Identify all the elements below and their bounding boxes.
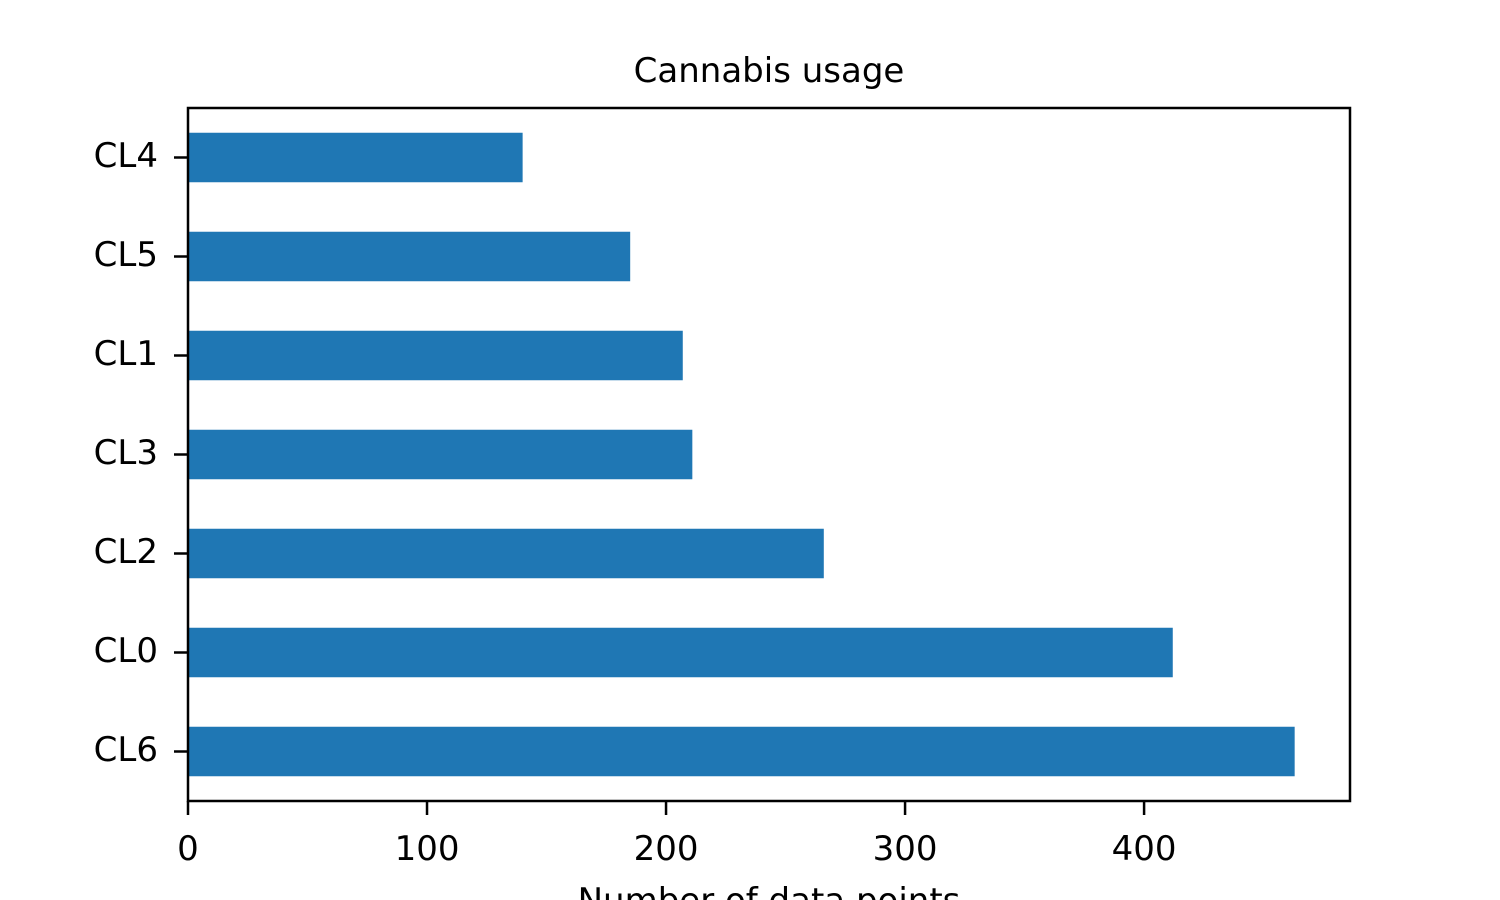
y-tick-label: CL5 [94,235,158,275]
bar-cl1 [188,330,683,381]
x-tick-label: 400 [1112,829,1177,869]
ticks-layer: CL6 CL0 CL2 CL3 CL1 CL5 CL4 0 100 200 300 400 [94,136,1177,869]
bar-cl6 [188,726,1295,777]
bar-cl0 [188,627,1173,678]
bar-cl2 [188,528,824,579]
y-tick-label: CL4 [94,136,158,176]
x-tick-label: 100 [395,829,460,869]
plot-frame [186,106,1352,803]
y-tick-label: CL6 [94,730,158,770]
x-axis-label: Number of data points [578,881,961,900]
chart-title: Cannabis usage [634,51,905,91]
y-tick-label: CL3 [94,433,158,473]
bar-cl3 [188,429,693,480]
bar-cl5 [188,231,631,282]
x-tick-label: 0 [177,829,199,869]
bar-cl4 [188,132,523,183]
y-tick-label: CL0 [94,631,158,671]
x-tick-label: 200 [634,829,699,869]
x-tick-label: 300 [873,829,938,869]
y-tick-label: CL2 [94,532,158,572]
bars-layer [188,132,1295,777]
y-tick-label: CL1 [94,334,158,374]
